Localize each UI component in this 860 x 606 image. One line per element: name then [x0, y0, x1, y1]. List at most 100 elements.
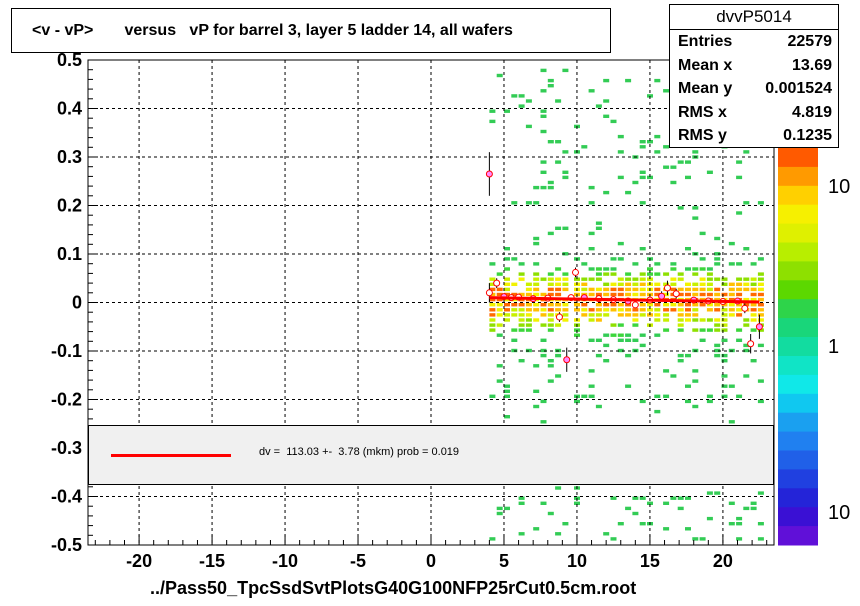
heat-cell: [757, 343, 764, 348]
heat-cell: [692, 267, 699, 271]
heat-cell: [588, 287, 595, 292]
heat-cell: [533, 201, 540, 205]
heat-cell: [603, 282, 610, 286]
profile-point: [663, 284, 671, 292]
heat-cell: [574, 277, 580, 281]
heat-cell: [547, 282, 554, 286]
heat-cell: [685, 399, 691, 404]
heat-cell: [489, 537, 496, 541]
heat-cell: [714, 353, 721, 358]
stats-row-entries: Entries 22579: [670, 30, 838, 54]
y-tick-label: -0.2: [51, 390, 82, 410]
stats-key: Mean x: [678, 56, 733, 74]
heat-cell: [663, 394, 670, 398]
heat-cell: [663, 369, 670, 373]
heat-cell: [736, 175, 743, 180]
heat-cell: [496, 333, 503, 337]
heat-cell: [504, 287, 510, 292]
heat-cell: [617, 522, 624, 526]
heat-cell: [617, 303, 624, 307]
heat-cell: [562, 313, 569, 317]
heat-cell: [750, 308, 757, 312]
heat-cell: [639, 272, 646, 276]
heat-cell: [647, 140, 653, 144]
heat-cell: [685, 282, 691, 286]
heat-cell: [518, 308, 525, 312]
heat-cell: [617, 333, 624, 337]
heat-cell: [518, 277, 525, 281]
heat-cell: [639, 292, 646, 297]
heat-cell: [736, 516, 743, 521]
heat-cell: [588, 313, 595, 317]
heat-cell: [547, 511, 554, 516]
heat-cell: [663, 318, 670, 322]
heat-cell: [533, 282, 540, 286]
heat-cell: [617, 287, 624, 292]
heat-cell: [647, 267, 653, 271]
heat-cell: [757, 272, 764, 276]
heat-cell: [639, 247, 646, 251]
stats-key: RMS y: [678, 127, 727, 144]
heat-cell: [736, 287, 743, 292]
heat-cell: [504, 415, 510, 419]
heat-cell: [706, 399, 713, 404]
heat-cell: [540, 114, 547, 118]
heat-cell: [714, 491, 721, 495]
heat-cell: [714, 252, 721, 256]
heat-cell: [625, 506, 632, 511]
heat-cell: [685, 353, 691, 358]
heat-cell: [547, 359, 554, 363]
heat-cell: [654, 282, 661, 286]
heat-cell: [677, 318, 684, 322]
heat-cell: [625, 313, 632, 317]
heat-cell: [547, 328, 554, 332]
heat-cell: [699, 318, 706, 322]
heat-cell: [562, 308, 569, 312]
heat-cell: [663, 501, 670, 505]
heat-cell: [625, 303, 632, 307]
heat-cell: [489, 303, 496, 307]
heat-cell: [685, 308, 691, 312]
heat-cell: [595, 313, 602, 317]
heat-cell: [511, 94, 518, 98]
heat-cell: [489, 277, 496, 281]
heat-cell: [547, 185, 554, 190]
heat-cell: [632, 262, 639, 266]
palette-cell: [778, 318, 818, 338]
heat-cell: [533, 185, 540, 190]
heat-cell: [588, 231, 595, 236]
heat-cell: [525, 292, 532, 297]
heat-cell: [647, 501, 653, 505]
heat-cell: [757, 328, 764, 332]
heat-cell: [757, 201, 764, 205]
heat-cell: [692, 537, 699, 541]
heat-cell: [603, 267, 610, 271]
heat-cell: [555, 308, 562, 312]
heat-cell: [706, 267, 713, 271]
heat-cell: [699, 267, 706, 271]
heat-cell: [595, 287, 602, 292]
heat-cell: [574, 308, 580, 312]
heat-cell: [518, 292, 525, 297]
y-tick-label: 0.3: [57, 147, 82, 167]
heat-cell: [685, 303, 691, 307]
heat-cell: [677, 359, 684, 363]
palette-cell: [778, 148, 818, 168]
heat-cell: [555, 226, 562, 230]
heat-cell: [504, 318, 510, 322]
legend-line-swatch: [111, 454, 231, 457]
heat-cell: [677, 328, 684, 332]
heat-cell: [511, 297, 518, 302]
heat-cell: [670, 180, 677, 185]
heat-cell: [525, 318, 532, 322]
heat-cell: [699, 328, 706, 332]
heat-cell: [699, 257, 706, 261]
palette-cell: [778, 242, 818, 262]
heat-cell: [706, 491, 713, 495]
profile-point: [672, 290, 680, 298]
heat-cell: [518, 496, 525, 500]
heat-cell: [581, 303, 588, 307]
heat-cell: [511, 282, 518, 286]
heat-cell: [574, 333, 580, 337]
heat-cell: [736, 211, 743, 215]
